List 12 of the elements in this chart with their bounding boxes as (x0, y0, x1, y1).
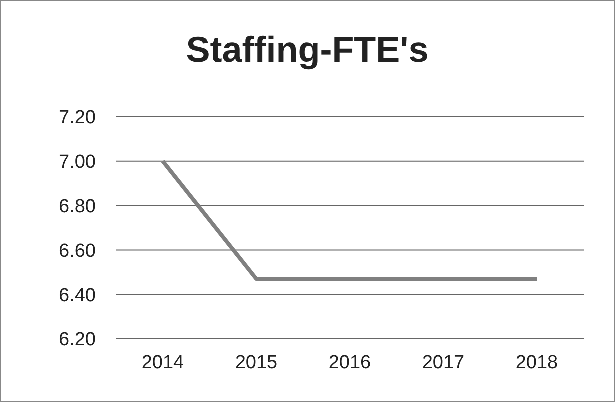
y-tick-label: 7.20 (59, 108, 96, 129)
y-tick-label: 6.40 (59, 285, 96, 306)
y-tick-label: 6.60 (59, 240, 96, 262)
x-tick-label: 2014 (142, 352, 185, 374)
x-tick-label: 2016 (328, 352, 372, 374)
x-tick-label: 2018 (516, 352, 558, 374)
y-tick-label: 6.20 (59, 330, 96, 351)
chart-title: Staffing-FTE's (185, 29, 430, 71)
x-tick-label: 2015 (235, 352, 278, 374)
y-tick-label: 6.80 (59, 196, 96, 218)
x-tick-label: 2017 (422, 352, 465, 374)
y-tick-label: 7.00 (59, 152, 96, 174)
